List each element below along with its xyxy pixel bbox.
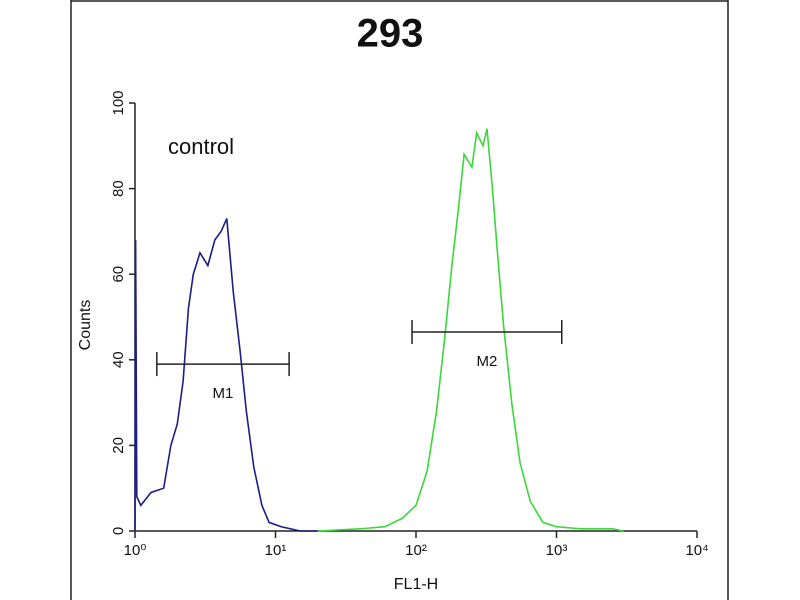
y-axis-label: Counts	[77, 300, 94, 351]
annotation: control	[168, 134, 234, 159]
x-tick-label: 10⁰	[124, 542, 147, 559]
y-tick-label: 60	[110, 266, 127, 283]
histogram-line	[317, 128, 624, 532]
x-tick-label: 10⁴	[685, 542, 708, 559]
y-tick-label: 100	[110, 90, 127, 115]
y-tick-label: 0	[110, 527, 127, 535]
x-axis-label: FL1-H	[394, 576, 438, 593]
x-tick-label: 10¹	[265, 542, 287, 559]
y-tick-label: 80	[110, 180, 127, 197]
gate-label: M1	[213, 385, 234, 402]
chart-title: 293	[357, 12, 424, 56]
gate-label: M2	[476, 353, 497, 370]
x-tick-label: 10³	[546, 542, 568, 559]
y-tick-label: 40	[110, 351, 127, 368]
histogram-line	[134, 218, 318, 532]
x-tick-label: 10²	[405, 542, 427, 559]
y-tick-label: 20	[110, 437, 127, 454]
